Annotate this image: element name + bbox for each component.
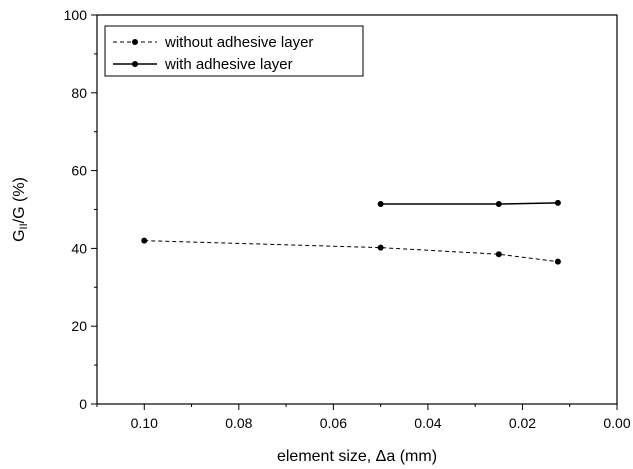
- y-axis-title-rest: /G (%): [11, 177, 28, 223]
- y-axis-title: GII/G (%): [11, 177, 30, 242]
- data-point: [377, 201, 384, 208]
- legend-label: with adhesive layer: [164, 56, 293, 73]
- data-point: [495, 251, 502, 258]
- y-axis-title-main: G: [11, 229, 28, 241]
- plot-axes: 0 20 40 60 80 100 0.10 0.08 0.06 0.04 0.02 0.00: [64, 7, 631, 431]
- x-tick-label: 0.10: [131, 415, 158, 431]
- legend: without adhesive layer with adhesive laye…: [104, 25, 364, 77]
- data-point: [377, 244, 384, 251]
- x-tick-label: 0.06: [320, 415, 347, 431]
- y-tick-label: 60: [71, 163, 87, 179]
- data-point: [141, 237, 148, 244]
- series-layer: [141, 199, 561, 265]
- legend-entry: with adhesive layer: [113, 56, 293, 73]
- y-axis-title-sub: II: [18, 223, 30, 229]
- x-tick-label: 0.04: [414, 415, 441, 431]
- y-tick-label: 40: [71, 240, 87, 256]
- data-point: [554, 199, 561, 206]
- x-tick-label: 0.08: [225, 415, 252, 431]
- y-tick-label: 80: [71, 85, 87, 101]
- y-tick-label: 100: [64, 7, 88, 23]
- legend-marker: [132, 39, 138, 45]
- series-1: [141, 237, 561, 265]
- data-point: [495, 201, 502, 208]
- x-tick-label: 0.02: [509, 415, 536, 431]
- data-point: [554, 258, 561, 265]
- x-tick-label: 0.00: [603, 415, 630, 431]
- series-line: [144, 240, 558, 263]
- legend-marker: [132, 61, 138, 67]
- y-tick-label: 0: [79, 396, 87, 412]
- series-2: [377, 199, 561, 208]
- legend-entry: without adhesive layer: [113, 34, 313, 51]
- y-tick-label: 20: [71, 318, 87, 334]
- series-line: [380, 202, 558, 205]
- legend-box: [104, 25, 364, 77]
- legend-label: without adhesive layer: [164, 34, 313, 51]
- x-axis-title: element size, Δa (mm): [277, 448, 437, 465]
